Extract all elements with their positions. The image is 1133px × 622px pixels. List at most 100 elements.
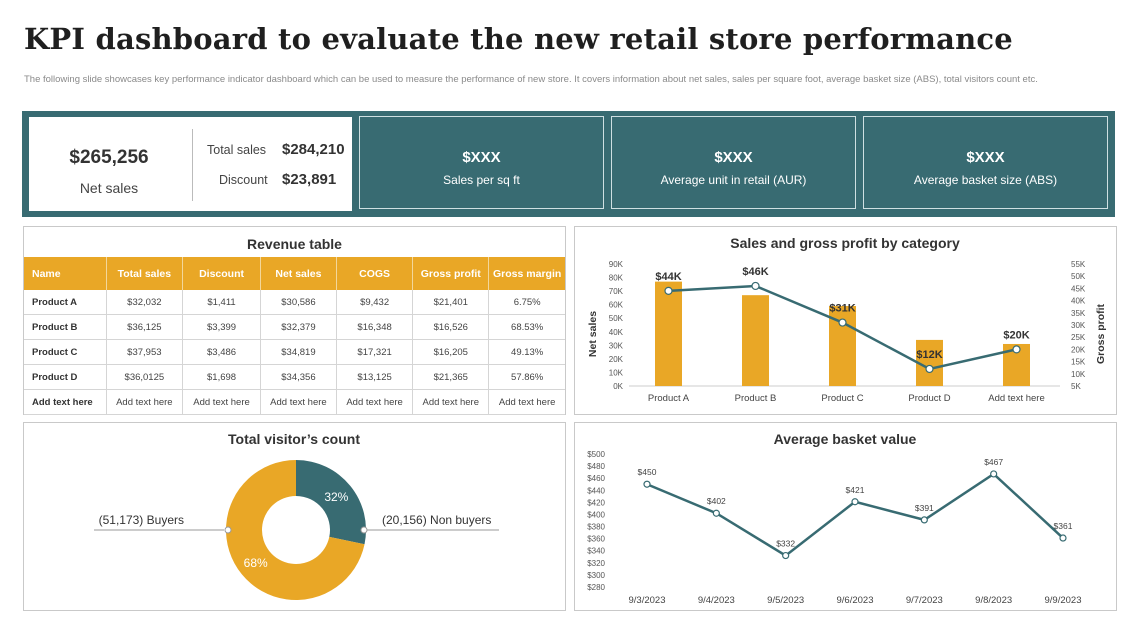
y-tick-label: $300 [587, 571, 605, 580]
y-right-tick-label: 40K [1071, 297, 1086, 306]
row-name-cell: Product B [24, 314, 107, 340]
net-sales-value: $265,256 [69, 147, 149, 168]
y-tick-label: 30K [609, 341, 624, 350]
pie-slice [225, 460, 365, 600]
table-cell: 49.13% [488, 339, 565, 365]
slice-percent-label: 32% [324, 490, 348, 504]
y-tick-label: $480 [587, 462, 605, 471]
y-tick-label: $360 [587, 535, 605, 544]
data-point [664, 286, 673, 295]
y-tick-label: 10K [609, 368, 624, 377]
kpi-sales-per-sqft: $XXX Sales per sq ft [359, 116, 604, 209]
y-tick-label: $340 [587, 547, 605, 556]
table-cell: $16,526 [412, 314, 490, 340]
row-name-cell: Product D [24, 364, 107, 390]
y-tick-label: 20K [609, 355, 624, 364]
x-tick-label: 9/9/2023 [1045, 595, 1082, 606]
data-point [990, 470, 998, 478]
y-right-tick-label: 50K [1071, 272, 1086, 281]
table-cell: $1,411 [182, 290, 261, 315]
total-sales-label: Total sales [207, 143, 267, 157]
table-cell: 57.86% [488, 364, 565, 390]
discount-value: $23,891 [282, 171, 337, 188]
chart-title: Sales and gross profit by category [730, 235, 960, 251]
data-point [643, 480, 651, 488]
data-point [920, 516, 928, 524]
y-tick-label: 80K [609, 274, 624, 283]
table-cell: $17,321 [336, 339, 414, 365]
x-tick-label: Add text here [988, 393, 1045, 404]
row-name-cell: Product A [24, 290, 107, 315]
table-cell: $16,205 [412, 339, 490, 365]
table-cell: $9,432 [336, 290, 414, 315]
table-header-row: Name Total sales Discount Net sales COGS… [24, 257, 565, 290]
data-point [782, 551, 790, 560]
table-cell: $21,401 [412, 290, 490, 315]
y-tick-label: $500 [587, 450, 605, 459]
y-tick-label: 40K [609, 328, 624, 337]
y-right-tick-label: 45K [1071, 284, 1086, 293]
data-label: $361 [1054, 521, 1073, 531]
table-row: Product C $37,953 $3,486 $34,819 $17,321 $16,… [24, 339, 565, 365]
table-cell: 6.75% [488, 290, 565, 315]
net-sales-card: $265,256 Net sales Total sales $284,210 … [29, 117, 352, 211]
table-cell: $32,032 [106, 290, 184, 315]
y-tick-label: 60K [609, 301, 624, 310]
kpi-label: Average basket size (ABS) [913, 173, 1058, 187]
y-tick-label: $460 [587, 474, 605, 483]
table-cell: $21,365 [412, 364, 490, 390]
table-row: Product A $32,032 $1,411 $30,586 $9,432 $21,4… [24, 290, 565, 315]
x-tick-label: Product D [908, 393, 950, 404]
total-sales-value: $284,210 [282, 141, 345, 158]
row-name-cell: Add text here [24, 389, 107, 415]
column-header: COGS [336, 257, 414, 290]
pie-slice [296, 460, 366, 545]
non-buyers-callout: (20,156) Non buyers [382, 513, 491, 527]
y-right-tick-label: 20K [1071, 345, 1086, 354]
chart-title: Average basket value [774, 431, 917, 447]
data-point [851, 498, 859, 506]
buyers-callout: (51,173) Buyers [99, 513, 184, 527]
table-cell: $36,125 [106, 314, 184, 340]
sales-profit-chart: Sales and gross profit by category Net s… [587, 235, 1107, 404]
x-tick-label: Product B [735, 393, 777, 404]
kpi-aur: $XXX Average unit in retail (AUR) [611, 116, 856, 209]
column-header: Total sales [106, 257, 184, 290]
data-label: $402 [707, 496, 726, 506]
y-tick-label: $380 [587, 523, 605, 532]
slice-percent-label: 68% [244, 556, 268, 570]
table-cell: Add text here [182, 389, 261, 415]
table-cell: $37,953 [106, 339, 184, 365]
data-point [712, 509, 720, 517]
basket-value-panel: Average basket value $280 $300 $320 $340 $36… [574, 422, 1117, 611]
callout-dot [224, 526, 232, 534]
table-cell: $3,486 [182, 339, 261, 365]
table-row: Add text here Add text here Add text here A… [24, 389, 565, 415]
table-cell: $34,819 [260, 339, 338, 365]
column-header: Gross margin [488, 257, 565, 290]
data-label: $467 [984, 457, 1003, 467]
y-axis-label: Net sales [587, 311, 599, 357]
table-row: Product D $36,0125 $1,698 $34,356 $13,125 $21… [24, 364, 565, 390]
kpi-divider [192, 129, 193, 201]
x-tick-label: Product C [821, 393, 863, 404]
table-cell: 68.53% [488, 314, 565, 340]
table-cell: $13,125 [336, 364, 414, 390]
page-subtitle: The following slide showcases key perfor… [24, 74, 1038, 85]
x-tick-label: 9/7/2023 [906, 595, 943, 606]
table-cell: Add text here [336, 389, 414, 415]
data-label: $44K [655, 271, 681, 283]
table-cell: Add text here [412, 389, 490, 415]
y-right-tick-label: 55K [1071, 260, 1086, 269]
y-right-tick-label: 35K [1071, 309, 1086, 318]
data-label: $450 [638, 467, 657, 477]
y-tick-label: $320 [587, 559, 605, 568]
revenue-table: Name Total sales Discount Net sales COGS… [24, 257, 565, 415]
column-header: Discount [182, 257, 261, 290]
table-cell: Add text here [488, 389, 565, 415]
y-tick-label: $420 [587, 498, 605, 507]
y-right-tick-label: 5K [1071, 382, 1081, 391]
visitors-panel: Total visitor’s count 32% 68% (51,173) Buy… [23, 422, 566, 611]
data-label: $46K [742, 266, 768, 278]
revenue-table-title: Revenue table [247, 236, 342, 252]
